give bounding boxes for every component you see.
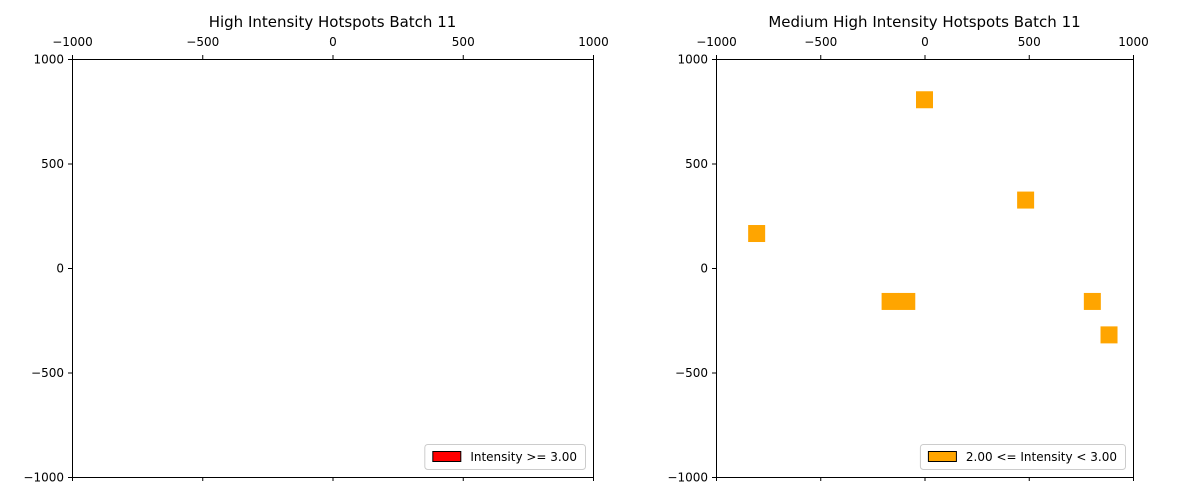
legend-swatch	[927, 451, 957, 462]
x-tick-label: 500	[1018, 35, 1041, 49]
y-tick-label: 0	[700, 262, 708, 276]
y-tick-label: 1000	[677, 53, 708, 67]
x-tick-label: −1000	[52, 35, 93, 49]
chart-panel-1: High Intensity Hotspots Batch 11 −1000 −50…	[23, 13, 608, 485]
data-point	[748, 225, 766, 243]
legend: Intensity >= 3.00	[424, 444, 586, 470]
x-tick-label: −1000	[696, 35, 737, 49]
chart-title: Medium High Intensity Hotspots Batch 11	[768, 13, 1080, 31]
data-point	[1017, 191, 1035, 209]
legend-label: 2.00 <= Intensity < 3.00	[966, 450, 1117, 464]
y-tick-label: −500	[675, 366, 708, 380]
data-points	[748, 91, 1118, 344]
y-tick-label: −1000	[23, 471, 64, 485]
y-tick-label: −500	[31, 366, 64, 380]
x-tick-label: −500	[804, 35, 837, 49]
data-point	[916, 91, 933, 109]
chart-panel-2: Medium High Intensity Hotspots Batch 11 −…	[667, 13, 1148, 485]
plot-frame	[72, 59, 594, 478]
legend-label: Intensity >= 3.00	[470, 450, 577, 464]
y-tick-label: −1000	[667, 471, 708, 485]
x-tick-label: 0	[329, 35, 337, 49]
data-point	[898, 292, 916, 310]
x-tick-label: 1000	[1118, 35, 1149, 49]
chart-title: High Intensity Hotspots Batch 11	[209, 13, 457, 31]
data-point	[1100, 326, 1118, 344]
data-point	[881, 292, 899, 310]
legend: 2.00 <= Intensity < 3.00	[919, 444, 1126, 470]
legend-box	[424, 444, 586, 470]
legend-box	[919, 444, 1126, 470]
legend-swatch	[432, 451, 462, 462]
x-tick-label: 0	[921, 35, 929, 49]
plot-frame	[716, 59, 1134, 478]
data-point	[1083, 292, 1101, 310]
x-tick-label: 1000	[578, 35, 609, 49]
y-tick-label: 500	[41, 157, 64, 171]
x-tick-label: 500	[452, 35, 475, 49]
y-tick-label: 1000	[33, 53, 64, 67]
y-tick-label: 0	[56, 262, 64, 276]
x-tick-label: −500	[186, 35, 219, 49]
y-tick-label: 500	[685, 157, 708, 171]
